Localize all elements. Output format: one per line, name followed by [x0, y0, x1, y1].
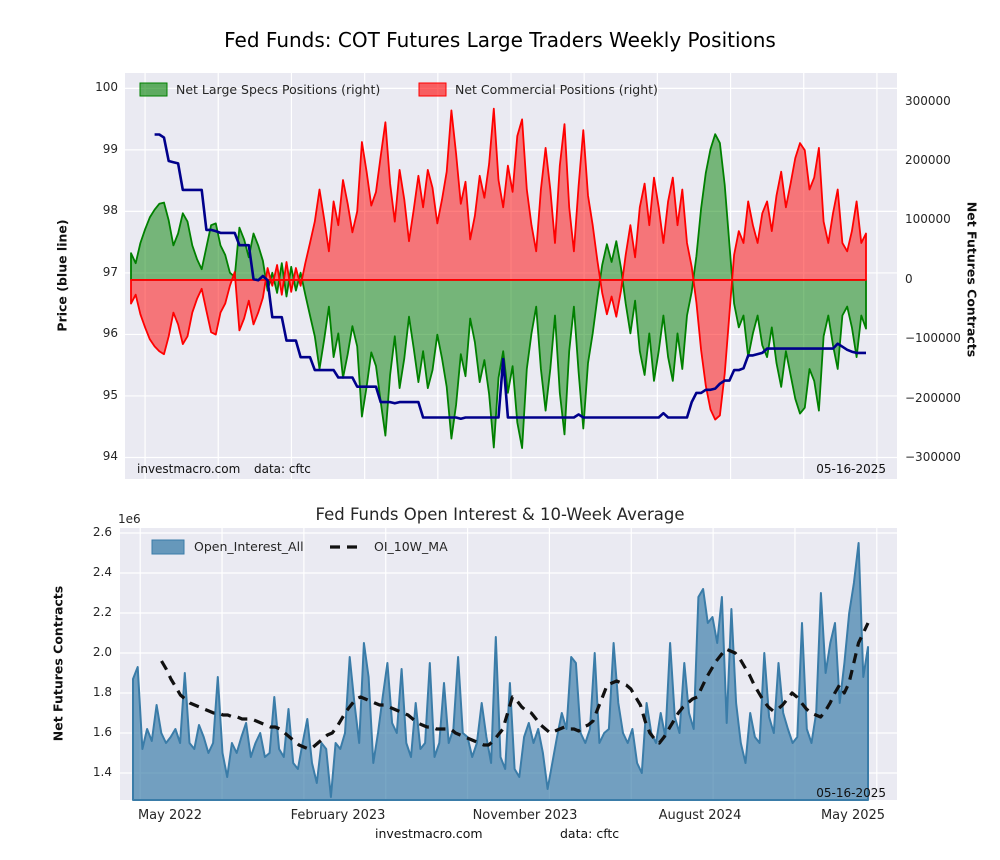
top-y-tick-label: 99 [102, 141, 118, 156]
bottom-date: 05-16-2025 [816, 786, 886, 800]
bottom-y-tick-label: 2.6 [92, 525, 112, 539]
top-watermark: investmacro.com [137, 462, 241, 476]
net-large-specs-area [130, 133, 867, 449]
net-commercial-area [130, 107, 867, 421]
y-axis-offset-label: 1e6 [118, 512, 141, 526]
top-date: 05-16-2025 [816, 462, 886, 476]
bottom-y-tick-label: 1.6 [92, 725, 112, 739]
bottom-y-tick-label: 2.4 [92, 565, 112, 579]
legend-swatch-commercial [418, 82, 447, 97]
bottom-left-axis-label: Net Futures Contracts [50, 585, 66, 742]
bottom-legend-label-oi: Open_Interest_All [194, 539, 304, 554]
top-right-y-tick-label: 300000 [905, 93, 951, 108]
bottom-y-tick-label: 2.0 [92, 645, 112, 659]
open-interest-area [132, 542, 869, 801]
legend-swatch-open-interest [151, 539, 185, 555]
bottom-x-tick-label: November 2023 [472, 808, 578, 823]
bottom-x-tick-label: May 2025 [820, 808, 886, 823]
top-y-tick-label: 94 [102, 449, 118, 464]
footer-source: data: cftc [560, 826, 620, 841]
page-title: Fed Funds: COT Futures Large Traders Wee… [224, 28, 776, 52]
top-y-tick-label: 95 [102, 387, 118, 402]
bottom-x-tick-label: May 2022 [137, 808, 203, 823]
top-right-axis-label: Net Futures Contracts [964, 201, 980, 358]
bottom-x-tick-label: February 2023 [290, 808, 386, 823]
bottom-y-tick-label: 1.8 [92, 685, 112, 699]
bottom-chart-title: Fed Funds Open Interest & 10-Week Averag… [315, 505, 685, 524]
bottom-x-tick-label: August 2024 [658, 808, 742, 823]
bottom-y-tick-label: 1.4 [92, 765, 112, 779]
bottom-legend-label-ma: OI_10W_MA [374, 539, 448, 554]
top-right-y-tick-label: 200000 [905, 152, 951, 167]
price-line [154, 133, 866, 420]
bottom-y-tick-label: 2.2 [92, 605, 112, 619]
top-right-y-tick-label: 100000 [905, 212, 951, 227]
top-right-y-tick-label: −300000 [905, 450, 961, 465]
top-right-y-tick-label: 0 [905, 271, 913, 286]
top-y-tick-label: 100 [95, 80, 118, 95]
top-y-tick-label: 97 [102, 264, 118, 279]
oi-10w-ma-line [160, 622, 870, 751]
top-y-tick-label: 98 [102, 203, 118, 218]
top-source: data: cftc [254, 462, 311, 476]
top-legend-label-specs: Net Large Specs Positions (right) [176, 82, 381, 97]
top-y-tick-label: 96 [102, 326, 118, 341]
top-right-y-tick-label: −100000 [905, 331, 961, 346]
top-left-axis-label: Price (blue line) [54, 219, 70, 332]
legend-swatch-specs [139, 82, 168, 97]
top-legend-label-commercial: Net Commercial Positions (right) [455, 82, 658, 97]
top-right-y-tick-label: −200000 [905, 390, 961, 405]
footer-watermark: investmacro.com [375, 826, 483, 841]
